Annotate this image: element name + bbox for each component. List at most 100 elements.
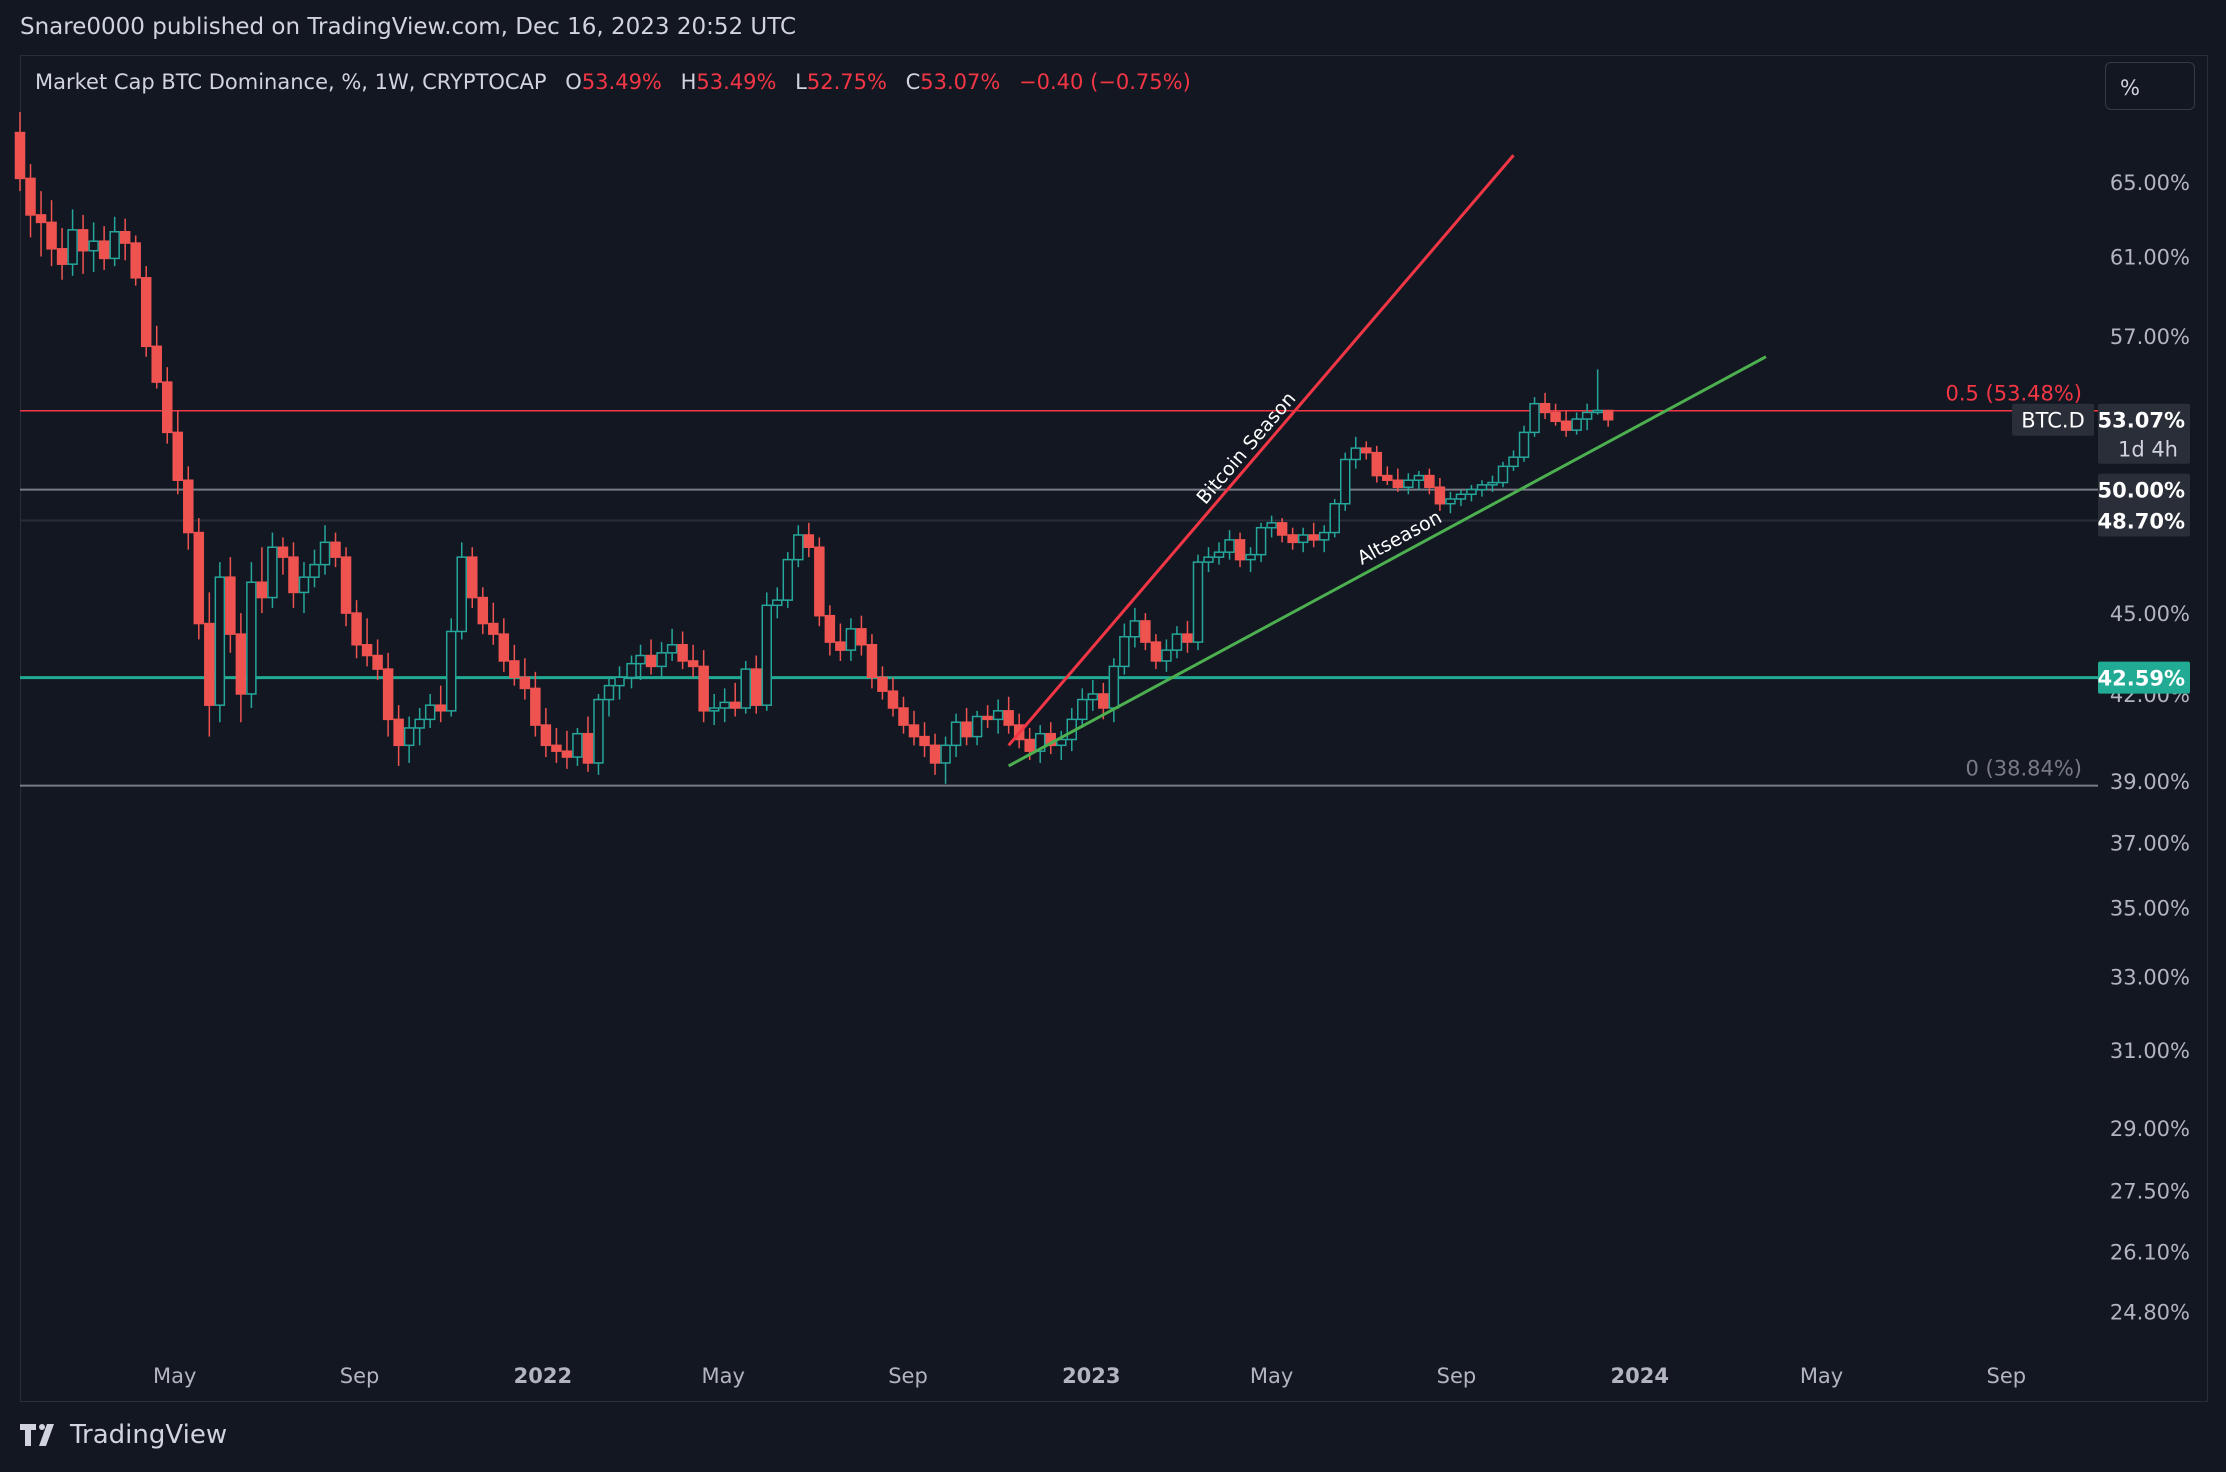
- price-label-2: 48.70%: [2098, 509, 2185, 533]
- price-label-box-2: [2098, 504, 2190, 537]
- legend-low-label: L: [795, 70, 807, 94]
- candle-body-151: [1602, 409, 1614, 421]
- trendline-0: [1007, 154, 1515, 747]
- candle-body-24: [267, 546, 278, 599]
- candle-body-74: [793, 534, 804, 561]
- candle-body-140: [1487, 481, 1498, 486]
- candle-body-92: [982, 715, 993, 721]
- candle-body-63: [677, 644, 688, 662]
- candle-body-27: [298, 576, 310, 594]
- candle-body-110: [1171, 633, 1183, 651]
- x-tick-4: Sep: [888, 1364, 928, 1388]
- candle-body-14: [161, 381, 173, 434]
- candle-body-47: [509, 660, 520, 679]
- candle-body-23: [256, 581, 268, 599]
- candle-body-114: [1213, 551, 1225, 558]
- candle-body-49: [530, 687, 541, 726]
- legend-change: −0.40 (−0.75%): [1019, 70, 1191, 94]
- y-tick-10: 29.00%: [2110, 1117, 2190, 1141]
- legend-symbol: Market Cap BTC Dominance, %, 1W, CRYPTOC…: [35, 70, 547, 94]
- candle-body-69: [740, 668, 751, 709]
- candle-body-116: [1234, 539, 1246, 561]
- candle-body-142: [1508, 456, 1519, 468]
- candle-body-8: [98, 240, 110, 260]
- candle-body-40: [435, 704, 446, 712]
- candle-body-11: [130, 242, 141, 279]
- candle-body-79: [845, 628, 857, 651]
- candle-body-113: [1203, 556, 1214, 563]
- y-tick-8: 33.00%: [2110, 966, 2190, 990]
- candle-body-94: [1003, 710, 1014, 726]
- candle-body-85: [908, 724, 920, 738]
- x-tick-5: 2023: [1062, 1364, 1120, 1388]
- candle-body-96: [1024, 738, 1035, 752]
- candle-body-86: [919, 735, 930, 747]
- candle-body-97: [1034, 732, 1046, 752]
- candle-body-103: [1098, 693, 1109, 709]
- candle-body-26: [288, 556, 299, 594]
- candle-body-73: [782, 558, 794, 601]
- legend-close-label: C: [905, 70, 921, 94]
- y-tick-0: 65.00%: [2110, 171, 2190, 195]
- y-tick-7: 35.00%: [2110, 897, 2190, 921]
- candle-body-112: [1192, 561, 1204, 643]
- candle-body-90: [961, 721, 972, 738]
- candle-body-117: [1245, 553, 1256, 561]
- candle-body-72: [772, 599, 783, 607]
- candle-body-35: [382, 668, 394, 721]
- candle-body-37: [403, 727, 415, 747]
- y-tick-1: 61.00%: [2110, 245, 2190, 269]
- x-tick-7: Sep: [1437, 1364, 1477, 1388]
- candle-body-51: [551, 744, 562, 752]
- legend-open-value: 53.49%: [581, 70, 662, 94]
- candle-body-1: [25, 177, 36, 216]
- candle-body-54: [582, 732, 594, 764]
- candle-body-115: [1224, 539, 1235, 553]
- symbol-tag-box: [2012, 403, 2094, 436]
- candle-body-67: [719, 701, 730, 709]
- publisher-line: Snare0000 published on TradingView.com, …: [20, 14, 797, 40]
- y-tick-13: 24.80%: [2110, 1301, 2190, 1325]
- price-label-box-0: [2098, 403, 2190, 464]
- y-tick-11: 27.50%: [2110, 1179, 2190, 1203]
- candle-body-22: [246, 581, 257, 695]
- candle-body-13: [151, 345, 162, 383]
- candle-body-2: [35, 214, 47, 224]
- candle-body-57: [614, 676, 625, 687]
- chart-frame[interactable]: [20, 55, 2208, 1402]
- x-tick-2: 2022: [514, 1364, 572, 1388]
- candle-body-19: [214, 576, 226, 706]
- candle-body-125: [1329, 502, 1340, 534]
- candle-body-33: [361, 644, 373, 657]
- candle-body-36: [393, 718, 404, 747]
- hline-label-4: 0 (38.84%): [1966, 757, 2083, 781]
- candle-body-41: [445, 630, 457, 712]
- candle-body-39: [424, 704, 436, 721]
- candle-body-138: [1466, 488, 1477, 496]
- candle-body-64: [687, 660, 699, 668]
- price-label-box-3: [2098, 661, 2190, 694]
- candle-body-43: [467, 556, 478, 599]
- candle-body-31: [340, 556, 352, 614]
- candle-body-139: [1476, 484, 1488, 491]
- candle-body-48: [519, 676, 531, 690]
- candle-body-7: [88, 240, 99, 252]
- candle-body-131: [1392, 479, 1404, 488]
- candle-body-111: [1182, 633, 1193, 643]
- candle-body-124: [1318, 531, 1330, 541]
- candle-body-28: [309, 563, 320, 578]
- candle-body-129: [1371, 451, 1383, 477]
- price-label-1: 50.00%: [2098, 479, 2185, 503]
- candle-body-105: [1119, 636, 1130, 668]
- tradingview-logo[interactable]: TradingView: [20, 1420, 227, 1450]
- candle-body-32: [351, 612, 362, 646]
- candle-body-133: [1413, 474, 1425, 481]
- candle-body-137: [1455, 493, 1467, 500]
- candle-body-82: [877, 676, 888, 692]
- percent-scale-button[interactable]: %: [2105, 62, 2195, 110]
- candle-body-126: [1339, 458, 1351, 505]
- candle-body-34: [372, 654, 383, 670]
- candle-body-77: [824, 614, 836, 643]
- chart-legend: Market Cap BTC Dominance, %, 1W, CRYPTOC…: [35, 70, 1191, 94]
